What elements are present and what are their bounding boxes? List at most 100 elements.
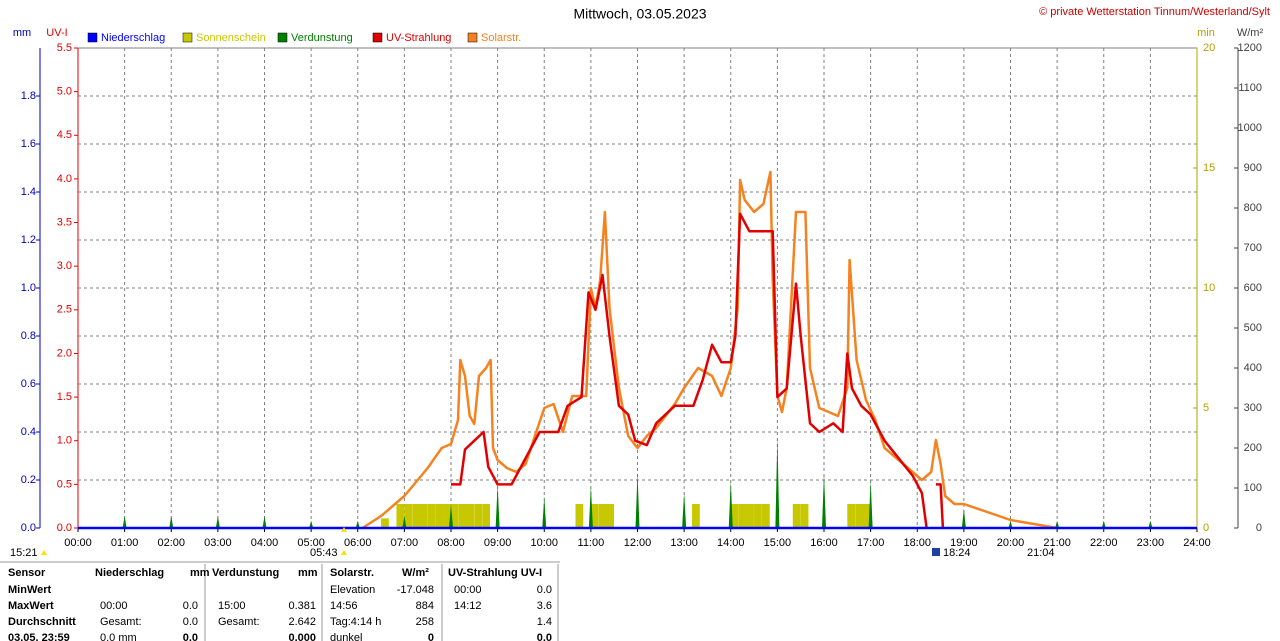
y2-tick-label: 5.0 (57, 86, 72, 98)
sunshine-bar (419, 504, 428, 528)
sunshine-bar (474, 504, 483, 528)
table-cell: 14:12 (454, 600, 482, 612)
evaporation-spike (402, 516, 407, 528)
y2-tick-label: 2.5 (57, 304, 72, 316)
sunshine-bar (746, 504, 754, 528)
annotation: 05:43 (310, 547, 338, 559)
y-tick-label: 0.8 (21, 330, 36, 342)
sunshine-bar (427, 504, 436, 528)
evaporation-spike (309, 520, 314, 528)
sun-marker (341, 550, 347, 555)
x-tick-label: 24:00 (1183, 537, 1211, 549)
legend-swatch (87, 32, 98, 43)
y2-tick-label: 4.0 (57, 173, 72, 185)
table-cell: 1.4 (537, 616, 552, 628)
y-tick-label: 1.6 (21, 138, 36, 150)
table-cell: 0.0 mm (100, 632, 137, 641)
table-cell: 258 (416, 616, 434, 628)
y-tick-label: 0.0 (21, 522, 36, 534)
y4-tick-label: 900 (1244, 162, 1262, 174)
table-cell: 884 (416, 600, 434, 612)
x-tick-label: 02:00 (157, 537, 185, 549)
x-tick-label: 10:00 (530, 537, 558, 549)
table-cell: 0.0 (183, 616, 198, 628)
table-header: W/m² (402, 567, 429, 579)
legend-swatch (277, 32, 288, 43)
evaporation-spike (588, 484, 593, 528)
series-line (451, 212, 945, 529)
table-header: UV-Strahlung UV-I (448, 567, 542, 579)
sunshine-bar (482, 504, 491, 528)
table-cell: 0.0 (537, 584, 552, 596)
y-tick-label: 1.2 (21, 234, 36, 246)
sunshine-bar (381, 518, 389, 528)
sunshine-bar (451, 504, 459, 528)
sunshine-bar (598, 504, 607, 528)
y3-axis-label: min (1197, 27, 1215, 39)
y4-tick-label: 700 (1244, 242, 1262, 254)
x-tick-label: 11:00 (578, 537, 605, 549)
table-decor (0, 561, 560, 641)
table-cell: 0.0 (537, 632, 552, 641)
moon-marker (932, 548, 940, 556)
annotation: 15:21 (10, 547, 38, 559)
sunshine-bar (443, 504, 451, 528)
y4-tick-label: 600 (1244, 282, 1262, 294)
y4-tick-label: 300 (1244, 402, 1262, 414)
table-header: Solarstr. (330, 567, 374, 579)
y-tick-label: 1.0 (21, 282, 36, 294)
y-tick-label: 0.2 (21, 474, 36, 486)
y4-tick-label: 500 (1244, 322, 1262, 334)
y3-tick-label: 10 (1203, 282, 1215, 294)
annotation: 21:04 (1027, 547, 1055, 559)
sunshine-bar (404, 504, 413, 528)
y-axis-label: mm (13, 27, 31, 39)
sun-marker (41, 550, 47, 555)
legend-swatch (467, 32, 478, 43)
evaporation-spike (961, 508, 966, 528)
evaporation-spike (1055, 520, 1060, 528)
y2-axis-label: UV-I (46, 27, 67, 39)
table-cell: dunkel (330, 632, 362, 641)
y4-tick-label: 1200 (1238, 42, 1262, 54)
evaporation-spike (449, 504, 453, 528)
y4-tick-label: 1100 (1238, 82, 1262, 94)
legend-label: Sonnenschein (196, 32, 266, 44)
evaporation-spike (728, 480, 733, 528)
x-tick-label: 04:00 (251, 537, 279, 549)
table-header: Niederschlag (95, 567, 164, 579)
y2-tick-label: 0.5 (57, 478, 72, 490)
table-cell: 3.6 (537, 600, 552, 612)
sunshine-bar (692, 504, 700, 528)
sunshine-bar (792, 504, 801, 528)
x-tick-label: 15:00 (764, 537, 792, 549)
evaporation-spike (1008, 520, 1013, 528)
y4-axis-label: W/m² (1237, 27, 1264, 39)
x-tick-label: 12:00 (624, 537, 652, 549)
x-tick-label: 19:00 (950, 537, 978, 549)
evaporation-spike (495, 484, 500, 528)
x-tick-label: 08:00 (437, 537, 465, 549)
y4-tick-label: 1000 (1238, 122, 1262, 134)
y2-tick-label: 3.5 (57, 216, 72, 228)
y3-tick-label: 5 (1203, 402, 1209, 414)
x-tick-label: 14:00 (717, 537, 745, 549)
evaporation-spike (1148, 520, 1153, 528)
y2-tick-label: 2.0 (57, 347, 72, 359)
table-cell: Gesamt: (218, 616, 260, 628)
table-cell: 00:00 (100, 600, 128, 612)
y4-tick-label: 800 (1244, 202, 1262, 214)
x-tick-label: 13:00 (670, 537, 698, 549)
evaporation-spike (215, 516, 220, 528)
evaporation-spike (1101, 520, 1106, 528)
y-tick-label: 0.4 (21, 426, 36, 438)
y3-tick-label: 15 (1203, 162, 1215, 174)
x-tick-label: 18:00 (903, 537, 931, 549)
annotation: 18:24 (943, 547, 971, 559)
evaporation-spike (635, 472, 640, 528)
table-cell: 00:00 (454, 584, 482, 596)
sunshine-bar (800, 504, 809, 528)
table-header: mm (190, 567, 210, 579)
